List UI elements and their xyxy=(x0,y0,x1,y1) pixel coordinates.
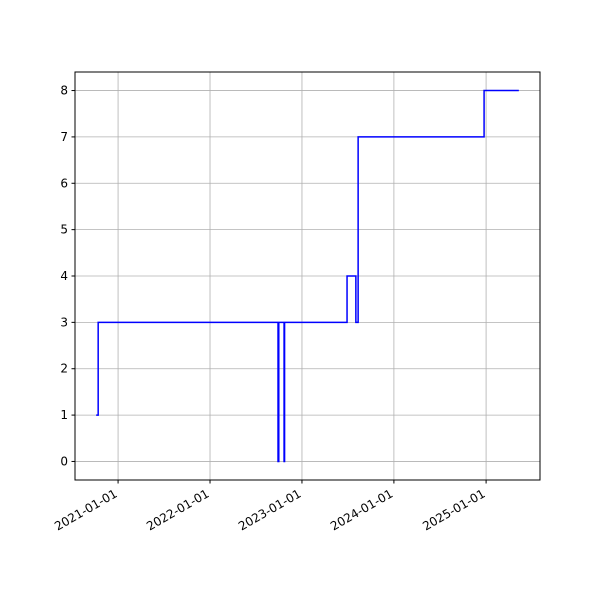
plot-area xyxy=(96,89,519,463)
y-tick-label: 5 xyxy=(60,223,68,237)
x-tick-label: 2023-01-01 xyxy=(236,486,303,533)
y-tick-label: 2 xyxy=(60,362,68,376)
y-tick-label: 4 xyxy=(60,269,68,283)
x-tick-label: 2022-01-01 xyxy=(144,486,211,533)
y-tick-label: 8 xyxy=(60,84,68,98)
x-tick-label: 2025-01-01 xyxy=(420,486,487,533)
y-tick-label: 0 xyxy=(60,454,68,468)
data-line xyxy=(96,89,519,463)
y-tick-label: 3 xyxy=(60,315,68,329)
x-tick-label: 2024-01-01 xyxy=(328,486,395,533)
x-tick-label: 2021-01-01 xyxy=(52,486,119,533)
y-tick-label: 6 xyxy=(60,176,68,190)
y-tick-label: 1 xyxy=(60,408,68,422)
grid xyxy=(75,72,540,480)
y-tick-label: 7 xyxy=(60,130,68,144)
